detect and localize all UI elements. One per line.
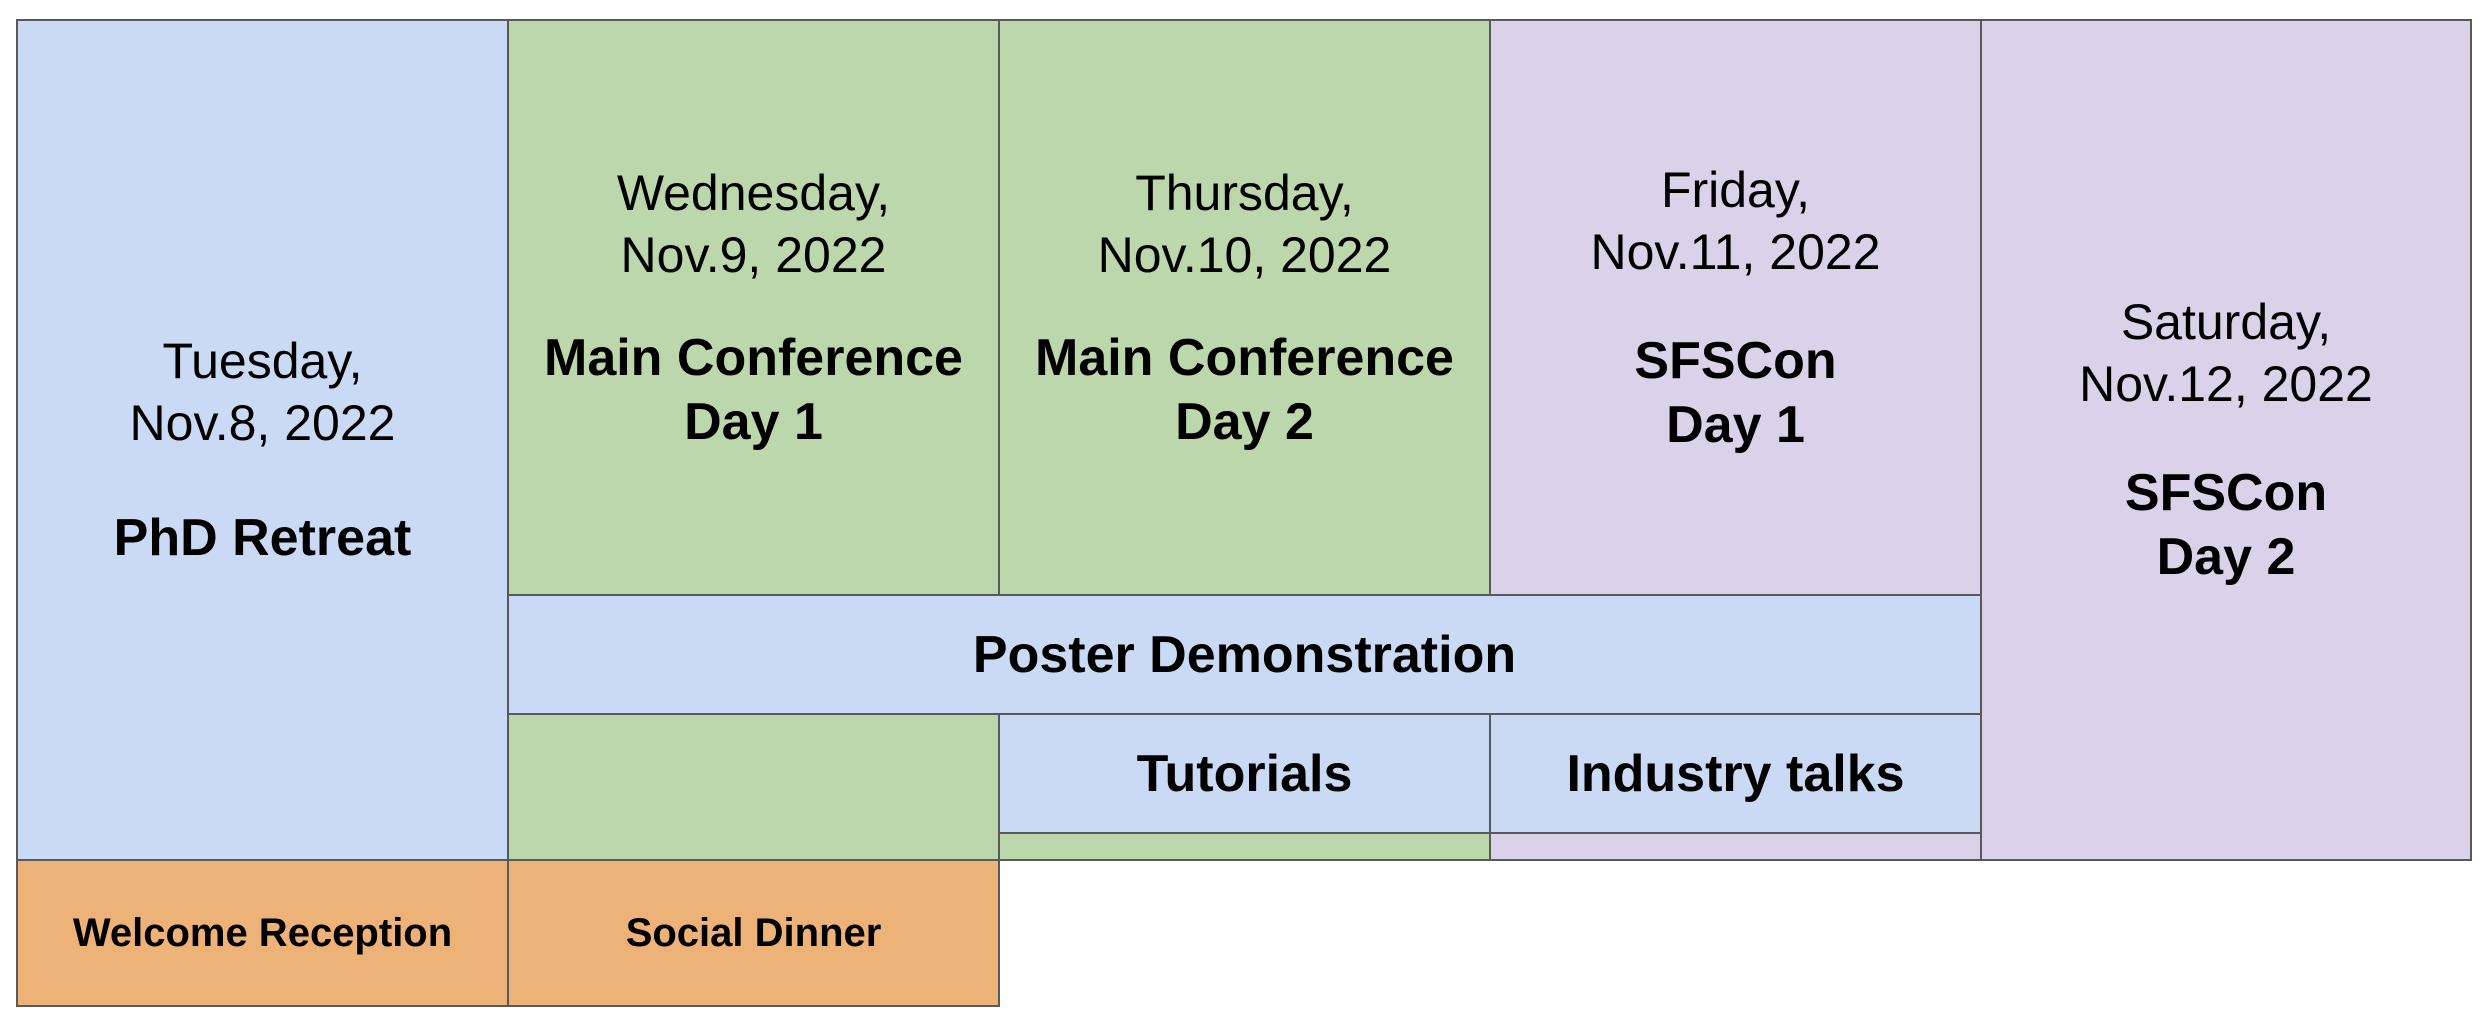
welcome-reception-cell: Welcome Reception xyxy=(16,859,509,1007)
tutorials-cell: Tutorials xyxy=(998,713,1491,834)
day-thursday-date: Thursday, Nov.10, 2022 xyxy=(1097,164,1392,283)
day-tuesday-title: PhD Retreat xyxy=(113,509,412,567)
thursday-filler xyxy=(998,832,1491,861)
day-wednesday-date: Wednesday, Nov.9, 2022 xyxy=(616,164,891,283)
day-saturday-cell: Saturday, Nov.12, 2022 SFSCon Day 2 xyxy=(1980,19,2472,861)
day-saturday-title: SFSCon Day 2 xyxy=(2124,464,2328,586)
tutorials-label: Tutorials xyxy=(1136,744,1353,803)
day-saturday-date: Saturday, Nov.12, 2022 xyxy=(2079,294,2373,412)
social-dinner-cell: Social Dinner xyxy=(507,859,1000,1007)
day-friday-cell: Friday, Nov.11, 2022 SFSCon Day 1 xyxy=(1489,19,1982,596)
poster-demonstration-cell: Poster Demonstration xyxy=(507,594,1982,715)
day-thursday-title: Main Conference Day 2 xyxy=(1035,328,1454,451)
friday-filler xyxy=(1489,832,1982,861)
day-wednesday-cell: Wednesday, Nov.9, 2022 Main Conference D… xyxy=(507,19,1000,596)
day-friday-title: SFSCon Day 1 xyxy=(1634,331,1837,454)
wednesday-filler xyxy=(507,713,1000,861)
day-tuesday-date: Tuesday, Nov.8, 2022 xyxy=(129,333,396,451)
industry-talks-cell: Industry talks xyxy=(1489,713,1982,834)
day-tuesday-cell: Tuesday, Nov.8, 2022 PhD Retreat xyxy=(16,19,509,861)
poster-demonstration-label: Poster Demonstration xyxy=(972,625,1517,684)
welcome-reception-label: Welcome Reception xyxy=(72,910,453,955)
social-dinner-label: Social Dinner xyxy=(625,910,882,955)
day-friday-date: Friday, Nov.11, 2022 xyxy=(1590,161,1881,280)
day-thursday-cell: Thursday, Nov.10, 2022 Main Conference D… xyxy=(998,19,1491,596)
day-wednesday-title: Main Conference Day 1 xyxy=(544,328,963,451)
industry-talks-label: Industry talks xyxy=(1566,744,1905,803)
